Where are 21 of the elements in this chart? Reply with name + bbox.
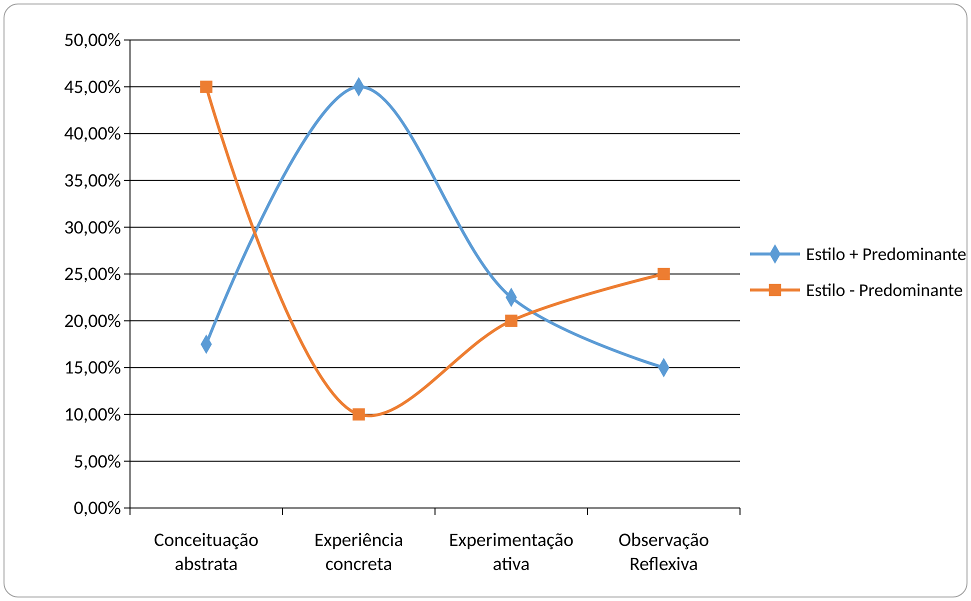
y-tick-label: 50,00% (64, 29, 121, 52)
y-tick-label: 40,00% (64, 122, 121, 146)
point (505, 314, 518, 327)
y-tick-label: 15,00% (64, 356, 121, 380)
y-tick-label: 20,00% (64, 310, 121, 333)
x-tick-label: Conceituação abstrata (154, 529, 258, 576)
x-tick-label: Experimentação ativa (448, 529, 574, 576)
legend-label: Estilo - Predominante (806, 279, 963, 301)
x-tick-label: Observação Reflexiva (618, 529, 710, 576)
point (352, 408, 365, 421)
y-tick-label: 30,00% (64, 216, 121, 240)
y-tick-label: 10,00% (64, 403, 121, 426)
point (658, 268, 670, 280)
y-tick-label: 25,00% (64, 263, 121, 286)
x-tick-label: Experiência concreta (314, 529, 404, 576)
y-tick-label: 5,00% (74, 450, 121, 474)
y-tick-label: 0,00% (74, 497, 121, 520)
legend-label: Estilo + Predominante (806, 243, 966, 265)
y-tick-label: 45,00% (64, 76, 121, 99)
y-tick-label: 35,00% (64, 169, 121, 192)
point (200, 80, 212, 93)
